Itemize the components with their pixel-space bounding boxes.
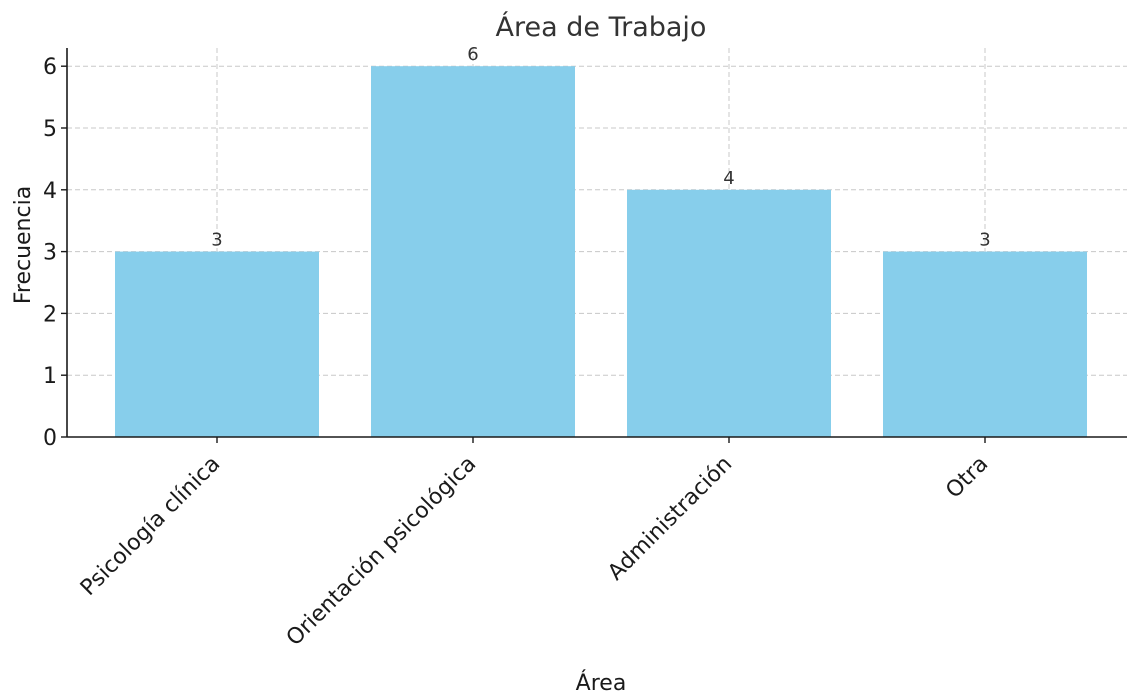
bars-layer: 3 6 4 3	[115, 44, 1087, 437]
bar	[627, 189, 831, 437]
y-tick-label: 4	[43, 179, 57, 204]
bar	[371, 66, 575, 437]
y-tick-label: 5	[43, 117, 57, 142]
bar-value-label: 3	[979, 230, 990, 251]
x-tick-label: Otra	[941, 452, 993, 504]
x-tick-label: Orientación psicológica	[282, 452, 481, 651]
bar-value-label: 3	[211, 230, 222, 251]
y-tick-label: 1	[43, 364, 57, 389]
y-tick-label: 0	[43, 426, 57, 451]
bar-value-label: 6	[467, 44, 478, 65]
chart-title: Área de Trabajo	[496, 11, 707, 43]
bar-value-label: 4	[723, 168, 734, 189]
x-tick-label: Administración	[603, 452, 737, 586]
bar	[115, 251, 319, 437]
y-tick-label: 3	[43, 241, 57, 266]
y-tick-label: 6	[43, 55, 57, 80]
y-axis-label: Frecuencia	[11, 186, 36, 304]
x-tick-label: Psicología clínica	[76, 452, 225, 601]
y-tick-label: 2	[43, 302, 57, 327]
x-axis-label: Área	[576, 670, 627, 696]
bar	[883, 251, 1087, 437]
